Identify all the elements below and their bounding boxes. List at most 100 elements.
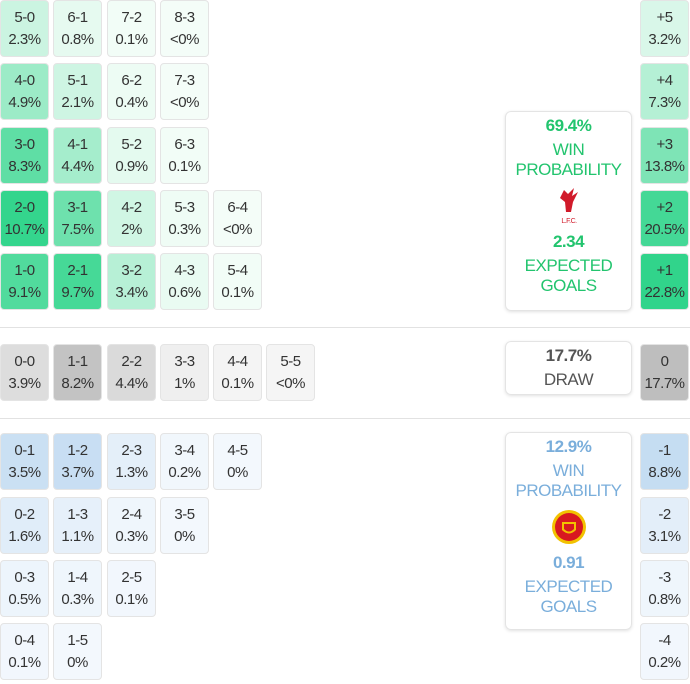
xg-label: GOALS [540, 597, 597, 616]
score-cell: 6-2 0.4% [107, 63, 156, 120]
probability: 0.1% [8, 654, 41, 671]
score-cell: 2-1 9.7% [53, 253, 102, 310]
score-cell: -2 3.1% [640, 497, 689, 554]
draw-card: 17.7% DRAW [505, 341, 632, 395]
score-cell: 0-3 0.5% [0, 560, 49, 617]
scoreline: 4-2 [121, 199, 142, 216]
score-cell: 5-0 2.3% [0, 0, 49, 57]
scoreline: 0-0 [14, 353, 35, 370]
score-cell: 1-3 1.1% [53, 497, 102, 554]
scoreline: +4 [656, 72, 673, 89]
probability: 0.8% [61, 31, 94, 48]
score-cell: 8-3 <0% [160, 0, 209, 57]
probability: 0.1% [221, 375, 254, 392]
probability: 13.8% [644, 158, 685, 175]
probability: <0% [170, 94, 199, 111]
probability: 10.7% [4, 221, 45, 238]
probability: 1.6% [8, 528, 41, 545]
svg-text:L.F.C.: L.F.C. [561, 218, 577, 225]
scoreline: 4-3 [174, 262, 195, 279]
probability: 0.9% [115, 158, 148, 175]
scoreline: 0-3 [14, 569, 35, 586]
score-cell: 0-2 1.6% [0, 497, 49, 554]
probability: 0.1% [115, 591, 148, 608]
score-cell: 3-2 3.4% [107, 253, 156, 310]
scoreline: 3-1 [67, 199, 88, 216]
scoreline: 2-2 [121, 353, 142, 370]
probability: 2.1% [61, 94, 94, 111]
scoreline: 7-2 [121, 9, 142, 26]
scoreline: 4-5 [227, 442, 248, 459]
scoreline: 1-4 [67, 569, 88, 586]
probability: 0.6% [168, 284, 201, 301]
away-xg: 0.91 [552, 553, 585, 572]
score-cell: -1 8.8% [640, 433, 689, 490]
probability: 4.4% [115, 375, 148, 392]
score-cell: 6-1 0.8% [53, 0, 102, 57]
probability: 0% [174, 528, 195, 545]
scoreline: 2-4 [121, 506, 142, 523]
scoreline: 0 [660, 353, 669, 370]
probability: 0.3% [61, 591, 94, 608]
probability: <0% [170, 31, 199, 48]
liverpool-crest-icon: L.F.C. [559, 188, 578, 225]
manchester-united-crest-icon [551, 510, 586, 544]
score-cell: -3 0.8% [640, 560, 689, 617]
home-xg: 2.34 [552, 232, 585, 251]
scoreline: 1-2 [67, 442, 88, 459]
probability: 0.5% [8, 591, 41, 608]
score-cell: 7-3 <0% [160, 63, 209, 120]
probability: 9.7% [61, 284, 94, 301]
score-cell: 3-5 0% [160, 497, 209, 554]
score-cell: 5-3 0.3% [160, 190, 209, 247]
probability: 0.3% [168, 221, 201, 238]
score-cell: 4-5 0% [213, 433, 262, 490]
probability: 20.5% [644, 221, 685, 238]
probability: 9.1% [8, 284, 41, 301]
probability: 0.1% [221, 284, 254, 301]
score-cell: 3-0 8.3% [0, 127, 49, 184]
divider [0, 418, 690, 419]
scoreline: 5-2 [121, 136, 142, 153]
score-cell: 0-0 3.9% [0, 344, 49, 401]
score-cell: 2-5 0.1% [107, 560, 156, 617]
score-cell: 3-4 0.2% [160, 433, 209, 490]
score-cell: +1 22.8% [640, 253, 689, 310]
probability: 0.4% [115, 94, 148, 111]
scoreline: 0-4 [14, 632, 35, 649]
score-cell: 1-2 3.7% [53, 433, 102, 490]
probability: 17.7% [644, 375, 685, 392]
away-win-card: 12.9% WIN PROBABILITY 0.91 EXPECTED GOAL… [505, 432, 632, 630]
win-label: WIN [552, 140, 585, 159]
scoreline: 5-3 [174, 199, 195, 216]
score-cell: 5-5 <0% [266, 344, 315, 401]
probability: 8.8% [648, 464, 681, 481]
win-label: WIN [552, 461, 585, 480]
draw-label: DRAW [543, 370, 594, 389]
probability: 3.2% [648, 31, 681, 48]
scoreline: 0-2 [14, 506, 35, 523]
scoreline: 3-2 [121, 262, 142, 279]
scoreline: 1-5 [67, 632, 88, 649]
scoreline: 3-5 [174, 506, 195, 523]
probability: 8.2% [61, 375, 94, 392]
win-label: PROBABILITY [515, 160, 622, 179]
probability: 3.1% [648, 528, 681, 545]
probability: 4.9% [8, 94, 41, 111]
scoreline: 5-1 [67, 72, 88, 89]
score-cell: 4-2 2% [107, 190, 156, 247]
score-cell: 3-1 7.5% [53, 190, 102, 247]
probability: 0.1% [168, 158, 201, 175]
scoreline: -3 [658, 569, 671, 586]
scoreline: 1-1 [67, 353, 88, 370]
scoreline: 8-3 [174, 9, 195, 26]
probability: 0.2% [168, 464, 201, 481]
probability: 7.5% [61, 221, 94, 238]
score-cell: 1-0 9.1% [0, 253, 49, 310]
probability: 3.7% [61, 464, 94, 481]
score-cell: 7-2 0.1% [107, 0, 156, 57]
score-cell: +2 20.5% [640, 190, 689, 247]
xg-label: EXPECTED [524, 256, 613, 275]
scoreline: 0-1 [14, 442, 35, 459]
score-cell: 0 17.7% [640, 344, 689, 401]
